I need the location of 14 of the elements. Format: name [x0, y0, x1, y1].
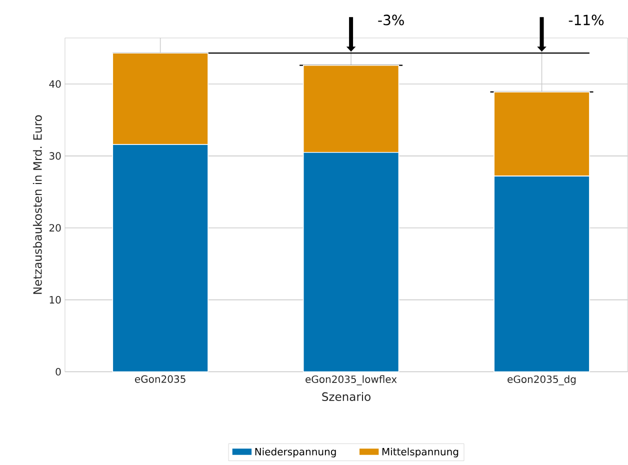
y-tick-label: 10 — [50, 296, 61, 304]
x-tick-label: eGon2035_dg — [508, 375, 576, 386]
y-tick-label: 0 — [56, 368, 61, 376]
y-tick-label: 40 — [49, 80, 61, 88]
x-axis-title: Szenario — [322, 392, 370, 402]
legend-label: Niederspannung — [255, 448, 336, 458]
x-tick-label: eGon2035_lowflex — [306, 375, 397, 386]
y-axis-title: Netzausbaukosten in Mrd. Euro — [32, 115, 42, 294]
legend-label: Mittelspannung — [382, 448, 458, 458]
text: -11% — [568, 14, 604, 26]
x-tick-label: eGon2035 — [134, 375, 186, 383]
text: -3% — [378, 14, 404, 26]
y-tick-label: 20 — [49, 224, 61, 232]
y-tick-label: 30 — [49, 152, 61, 160]
